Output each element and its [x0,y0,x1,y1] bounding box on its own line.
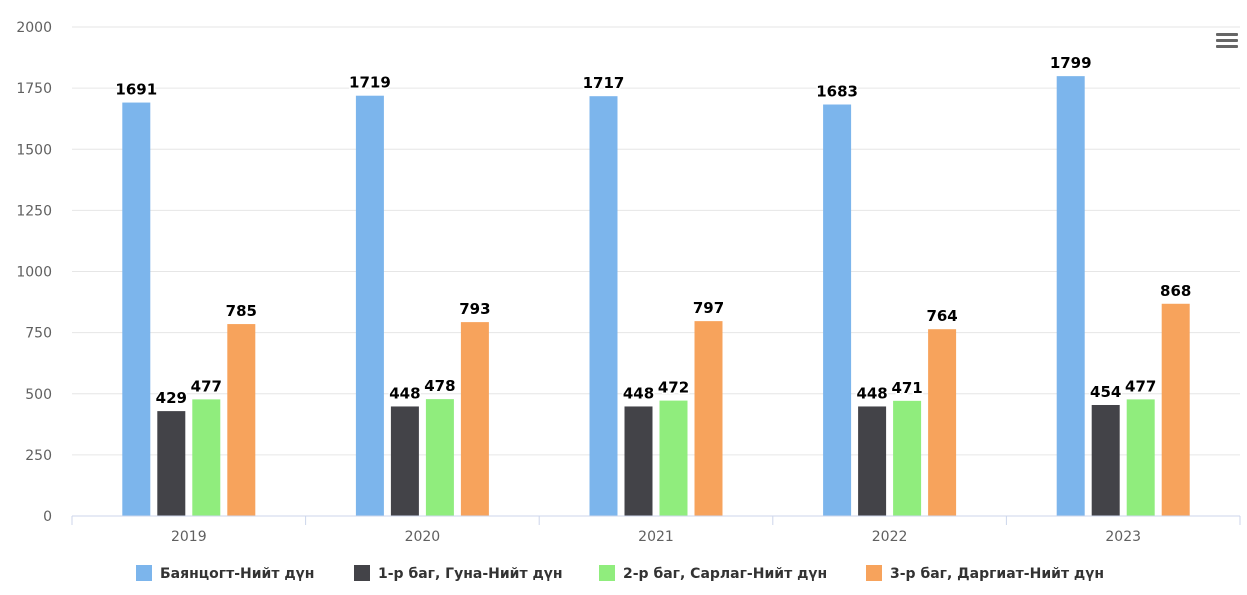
x-tick-label: 2022 [872,529,908,545]
bar[interactable] [659,400,688,516]
y-tick-label: 1250 [16,203,52,219]
bar[interactable] [355,95,384,516]
x-tick-label: 2020 [405,529,441,545]
bar[interactable] [1091,404,1120,516]
bar[interactable] [893,400,922,516]
data-label: 448 [623,384,654,402]
y-tick-label: 250 [25,448,52,464]
y-tick-label: 500 [25,387,52,403]
bar[interactable] [425,399,454,516]
y-tick-label: 1750 [16,81,52,97]
y-tick-label: 750 [25,326,52,342]
data-label: 429 [156,389,187,407]
bar[interactable] [823,104,852,516]
data-label: 448 [389,384,420,402]
gridlines [72,26,1240,456]
data-label: 477 [1125,377,1156,395]
bar[interactable] [858,406,887,516]
bar[interactable] [157,411,186,516]
legend-label: 2-р баг, Сарлаг-Нийт дүн [623,566,827,582]
bar[interactable] [460,322,489,516]
legend-label: 1-р баг, Гуна-Нийт дүн [378,566,563,582]
bar[interactable] [227,324,256,516]
legend-swatch [599,565,615,581]
data-label: 472 [658,379,689,397]
data-label: 471 [891,379,922,397]
data-label: 868 [1160,282,1191,300]
bar[interactable] [1056,76,1085,516]
bars [122,76,1190,517]
legend: Баянцогт-Нийт дүн 1-р баг, Гуна-Нийт дүн 2… [136,565,1104,582]
bar[interactable] [390,406,419,516]
legend-label: Баянцогт-Нийт дүн [160,566,314,582]
data-label: 1683 [816,83,858,101]
data-label: 793 [459,300,490,318]
data-label: 1719 [349,74,391,92]
y-tick-label: 2000 [16,20,52,36]
data-label: 454 [1090,383,1121,401]
bar[interactable] [192,399,221,516]
y-tick-label: 0 [43,509,52,525]
x-tick-label: 2023 [1105,529,1141,545]
data-label: 477 [191,377,222,395]
bar[interactable] [1161,303,1190,516]
legend-item[interactable]: 2-р баг, Сарлаг-Нийт дүн [599,565,827,582]
legend-swatch [354,565,370,581]
data-label: 797 [693,299,724,317]
x-axis: 2019 2020 2021 2022 2023 [71,515,1241,545]
data-label: 764 [926,307,957,325]
bar[interactable] [1126,399,1155,516]
data-label: 1717 [583,74,625,92]
legend-swatch [136,565,152,581]
legend-item[interactable]: 1-р баг, Гуна-Нийт дүн [354,565,563,582]
y-tick-label: 1000 [16,265,52,281]
data-label: 478 [424,377,455,395]
bar[interactable] [122,102,151,516]
bar[interactable] [694,321,723,516]
legend-swatch [866,565,882,581]
x-tick-label: 2021 [638,529,674,545]
legend-item[interactable]: Баянцогт-Нийт дүн [136,565,314,582]
legend-item[interactable]: 3-р баг, Даргиат-Нийт дүн [866,565,1104,582]
hamburger-menu-icon[interactable] [1216,33,1238,48]
bar[interactable] [589,96,618,517]
data-label: 1691 [115,81,157,99]
legend-label: 3-р баг, Даргиат-Нийт дүн [890,566,1104,582]
y-tick-label: 1500 [16,142,52,158]
x-tick-label: 2019 [171,529,207,545]
data-label: 1799 [1050,54,1092,72]
bar[interactable] [624,406,653,516]
data-label: 785 [226,302,257,320]
data-label: 448 [856,384,887,402]
bar[interactable] [928,329,957,516]
y-axis: 0 250 500 750 1000 1250 1500 1750 2000 [16,20,52,525]
